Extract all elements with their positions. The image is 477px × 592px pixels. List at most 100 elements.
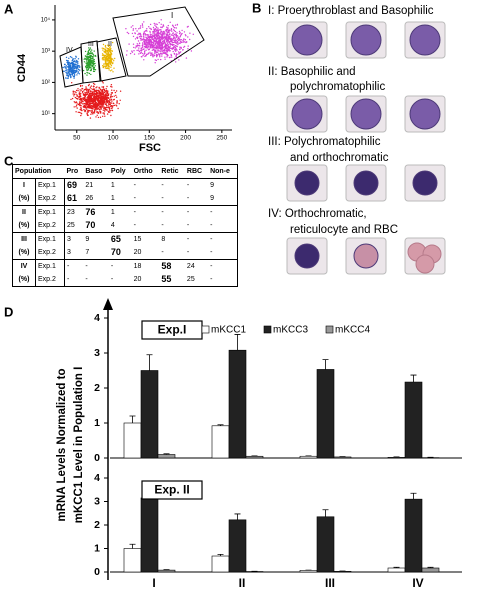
event-dot	[90, 90, 92, 93]
event-dot	[174, 37, 176, 39]
event-dot	[70, 76, 72, 78]
event-dot	[170, 43, 172, 45]
event-dot	[105, 59, 107, 61]
event-dot	[66, 66, 68, 68]
event-dot	[114, 91, 117, 94]
event-dot	[108, 102, 111, 104]
event-dot	[159, 37, 161, 39]
event-dot	[163, 33, 165, 35]
event-dot	[107, 100, 109, 102]
event-dot	[91, 98, 93, 100]
event-dot	[150, 41, 152, 44]
panel-label: D	[4, 304, 13, 319]
table-cell: -	[208, 259, 238, 273]
event-dot	[173, 39, 176, 41]
event-dot	[173, 26, 175, 29]
event-dot	[182, 49, 184, 51]
gate	[112, 6, 205, 77]
event-dot	[110, 85, 112, 88]
event-dot	[132, 35, 135, 38]
event-dot	[105, 64, 108, 66]
event-dot	[77, 88, 79, 90]
event-dot	[156, 23, 158, 26]
event-dot	[106, 92, 108, 94]
error-bar	[129, 415, 136, 423]
event-dot	[171, 34, 173, 37]
event-dot	[79, 97, 82, 100]
table-cell: -	[133, 195, 136, 202]
event-dot	[147, 36, 150, 39]
event-dot	[156, 42, 158, 45]
experiment-label: Exp.1	[35, 232, 65, 246]
event-dot	[111, 107, 113, 110]
gate-label: III	[88, 41, 94, 48]
error-bar	[129, 543, 136, 549]
event-dot	[100, 104, 103, 106]
cell	[415, 254, 435, 274]
bar	[211, 425, 230, 459]
event-dot	[153, 55, 155, 57]
panel-label: A	[4, 1, 14, 16]
bar	[299, 455, 318, 459]
event-dot	[89, 117, 92, 119]
event-dot	[161, 34, 163, 36]
event-dot	[92, 102, 94, 104]
event-dot	[170, 53, 172, 56]
event-dot	[68, 57, 70, 59]
event-dot	[70, 69, 72, 71]
event-dot	[150, 28, 152, 31]
event-dot	[135, 45, 137, 47]
event-dot	[76, 59, 78, 62]
event-dot	[102, 104, 105, 106]
table-cell: 3	[64, 232, 84, 246]
event-dot	[153, 34, 156, 37]
event-dot	[110, 60, 113, 63]
table-cell: -	[131, 205, 160, 219]
event-dot	[140, 37, 142, 40]
event-dot	[88, 47, 90, 49]
event-dot	[151, 44, 153, 46]
event-dot	[110, 64, 113, 67]
event-dot	[72, 60, 75, 63]
event-dot	[101, 105, 103, 108]
event-dot	[108, 66, 111, 68]
event-dot	[137, 40, 140, 42]
event-dot	[111, 106, 114, 108]
event-dot	[185, 41, 188, 43]
bar	[157, 569, 176, 573]
event-dot	[67, 70, 69, 73]
event-dot	[159, 47, 162, 50]
event-dot	[77, 98, 79, 100]
event-dot	[98, 94, 100, 96]
event-dot	[162, 30, 164, 33]
event-dot	[91, 110, 93, 113]
table-cell: -	[159, 178, 185, 192]
event-dot	[85, 58, 88, 60]
event-dot	[72, 90, 75, 93]
event-dot	[70, 65, 72, 68]
event-dot	[149, 44, 152, 46]
event-dot	[97, 116, 100, 119]
event-dot	[67, 74, 69, 77]
event-dot	[169, 33, 171, 35]
event-dot	[107, 67, 109, 70]
event-dot	[143, 32, 145, 34]
event-dot	[166, 30, 168, 32]
event-dot	[154, 62, 156, 64]
group-label: I	[12, 178, 36, 192]
event-dot	[90, 95, 93, 97]
event-dot	[174, 24, 177, 26]
axis-label: mRNA Levels Normalized to	[56, 369, 68, 522]
event-dot	[110, 92, 113, 94]
event-dot	[154, 36, 156, 38]
event-dot	[91, 99, 93, 102]
table-cell: 65	[108, 232, 132, 246]
event-dot	[163, 41, 165, 43]
event-dot	[77, 64, 79, 67]
header-cell: Non-e	[208, 164, 238, 179]
event-dot	[93, 63, 95, 65]
event-dot	[69, 64, 71, 67]
event-dot	[176, 23, 179, 26]
event-dot	[101, 86, 103, 88]
event-dot	[133, 50, 135, 52]
